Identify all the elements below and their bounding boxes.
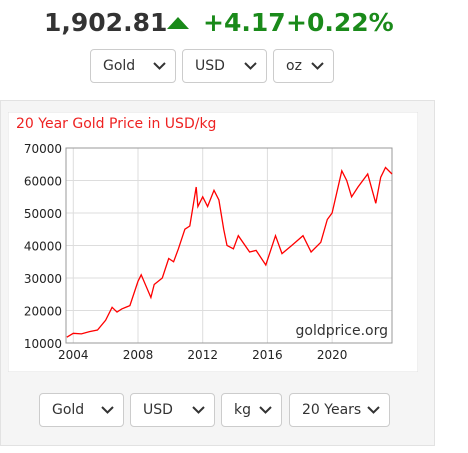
up-arrow	[167, 17, 189, 29]
y-tick-label: 10000	[24, 337, 62, 351]
dropdown[interactable]: Gold	[39, 393, 124, 427]
x-tick-label: 2020	[317, 348, 348, 362]
x-tick-label: 2008	[123, 348, 154, 362]
price-line	[66, 166, 393, 338]
change-percent: +0.22%	[286, 8, 394, 37]
y-tick-label: 20000	[24, 305, 62, 319]
chevron	[153, 62, 166, 70]
dropdown-label: 20 Years	[302, 402, 362, 418]
dropdown[interactable]: USD	[130, 393, 215, 427]
chevron	[367, 406, 380, 414]
price: 1,902.81	[44, 8, 168, 37]
chart-title: 20 Year Gold Price in USD/kg	[16, 116, 216, 132]
y-tick-label: 50000	[24, 207, 62, 221]
change: +4.17	[203, 8, 286, 37]
dropdown[interactable]: kg	[221, 393, 282, 427]
chevron	[244, 62, 257, 70]
y-tick-label: 30000	[24, 272, 62, 286]
y-tick-label: 40000	[24, 240, 62, 254]
dropdown[interactable]: oz	[273, 49, 334, 83]
y-tick-label: 60000	[24, 175, 62, 189]
dropdown-label: Gold	[103, 58, 136, 74]
watermark: goldprice.org	[296, 323, 388, 339]
y-tick-label: 70000	[24, 142, 62, 156]
dropdown-label: oz	[286, 58, 302, 74]
chevron	[259, 406, 272, 414]
chevron	[101, 406, 114, 414]
x-tick-label: 2012	[187, 348, 218, 362]
dropdown[interactable]: 20 Years	[289, 393, 390, 427]
dropdown[interactable]: USD	[182, 49, 267, 83]
dropdown[interactable]: Gold	[90, 49, 176, 83]
dropdown-label: Gold	[52, 402, 85, 418]
chart: 20 Year Gold Price in USD/kg 10000 20000 3…	[8, 112, 418, 372]
dropdown-label: USD	[143, 402, 173, 418]
x-tick-label: 2004	[58, 348, 89, 362]
dropdown-label: USD	[195, 58, 225, 74]
chevron	[311, 62, 324, 70]
chevron	[192, 406, 205, 414]
dropdown-label: kg	[234, 402, 251, 418]
plot-border	[65, 147, 393, 344]
x-tick-label: 2016	[252, 348, 283, 362]
